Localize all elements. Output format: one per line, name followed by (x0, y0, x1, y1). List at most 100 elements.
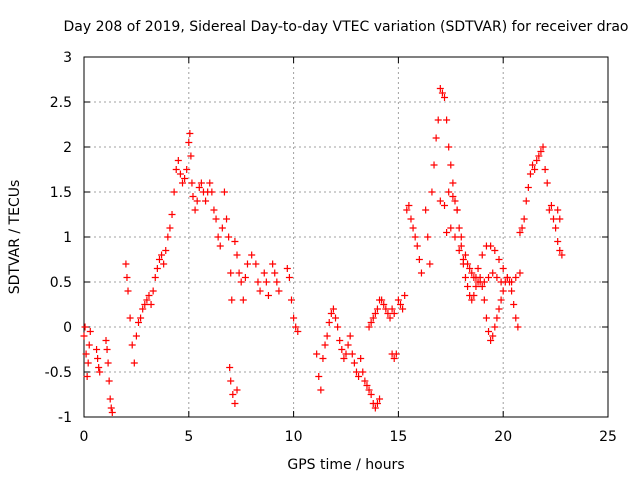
data-point (443, 116, 451, 124)
data-point (283, 265, 291, 272)
data-points (80, 85, 566, 416)
data-point (151, 274, 159, 281)
data-point (382, 305, 390, 313)
data-point (285, 274, 293, 281)
data-point (512, 314, 520, 322)
data-point (524, 184, 532, 191)
data-point (535, 152, 543, 160)
data-point (432, 134, 440, 142)
data-point (336, 337, 344, 344)
data-point (346, 332, 354, 340)
data-point (153, 265, 161, 272)
data-point (216, 242, 224, 250)
data-point (449, 179, 457, 187)
data-point (545, 206, 553, 214)
data-point (428, 188, 436, 196)
data-point (558, 251, 566, 259)
data-point (478, 283, 486, 290)
data-point (487, 337, 495, 344)
data-point (373, 305, 381, 313)
data-point (103, 346, 111, 353)
data-point (81, 323, 89, 331)
data-point (543, 179, 551, 187)
data-point (218, 224, 226, 232)
data-point (227, 269, 235, 277)
data-point (108, 409, 116, 416)
data-point (82, 350, 90, 358)
data-point (174, 157, 182, 164)
data-point (208, 188, 216, 196)
data-point (518, 224, 526, 232)
data-point (158, 251, 166, 259)
data-point (491, 323, 499, 331)
data-point (334, 323, 342, 331)
data-point (104, 359, 112, 367)
data-point (552, 224, 560, 232)
data-point (273, 278, 281, 286)
data-point (254, 278, 262, 286)
data-point (176, 170, 184, 178)
data-point (409, 224, 417, 232)
data-point (510, 301, 518, 308)
data-point (94, 355, 102, 362)
data-point (417, 269, 425, 277)
data-point (367, 319, 375, 326)
data-point (457, 233, 465, 241)
data-point (371, 404, 379, 412)
data-point (239, 296, 247, 304)
data-point (554, 206, 562, 214)
data-point (134, 319, 142, 326)
data-point (80, 332, 88, 340)
data-point (128, 341, 136, 349)
data-point (369, 314, 377, 322)
data-point (352, 368, 360, 376)
data-point (457, 242, 465, 250)
data-point (130, 359, 138, 367)
data-point (493, 274, 501, 281)
data-point (422, 206, 430, 214)
data-point (350, 359, 358, 367)
chart-title: Day 208 of 2019, Sidereal Day-to-day VTE… (63, 19, 628, 35)
data-point (537, 148, 545, 155)
data-point (84, 359, 92, 367)
data-point (269, 260, 277, 268)
data-point (373, 400, 381, 407)
data-point (357, 355, 365, 362)
data-point (228, 296, 236, 304)
data-point (226, 364, 234, 371)
data-point (164, 233, 172, 241)
data-point (489, 332, 497, 340)
data-point (252, 260, 260, 268)
data-point (243, 260, 251, 268)
data-point (155, 256, 163, 263)
data-point (188, 179, 196, 187)
data-point (390, 310, 398, 317)
data-point (191, 206, 199, 214)
data-point (466, 265, 474, 272)
data-point (231, 400, 239, 407)
data-point (512, 274, 520, 281)
data-point (376, 395, 384, 403)
data-point (445, 188, 453, 196)
data-point (396, 301, 404, 308)
data-point (147, 301, 155, 308)
data-point (413, 242, 421, 250)
data-point (401, 292, 409, 299)
data-point (550, 215, 558, 223)
data-point (455, 224, 463, 232)
data-point (344, 341, 352, 349)
data-point (95, 364, 103, 371)
data-point (168, 211, 176, 218)
data-point (329, 305, 337, 313)
data-point (495, 256, 503, 263)
data-point (323, 332, 331, 340)
y-tick-label: 1 (63, 230, 72, 246)
data-point (464, 260, 472, 268)
data-point (493, 314, 501, 322)
data-point (262, 278, 270, 286)
data-point (256, 287, 264, 295)
data-point (472, 283, 480, 290)
data-point (434, 116, 442, 124)
data-point (533, 157, 541, 164)
data-point (522, 197, 530, 205)
